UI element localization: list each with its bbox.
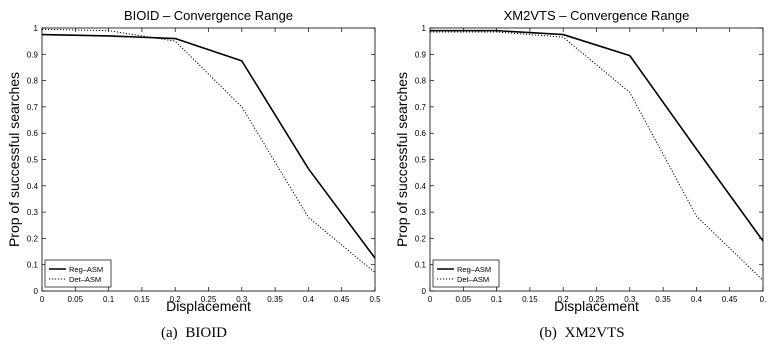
y-tick-label: 0.8 [27, 77, 39, 86]
chart-panel-bioid: BIOID – Convergence Range 0 0.05 0.1 0.15 0.2… [0, 8, 388, 342]
legend-label: Det–ASM [457, 275, 489, 284]
x-tick-label: 0.05 [68, 295, 84, 304]
chart-title: BIOID – Convergence Range [124, 8, 293, 23]
series-line-det-asm [41, 28, 376, 273]
y-tick-label: 0 [422, 287, 427, 296]
y-axis-label: Prop of successful searches [394, 72, 410, 247]
y-tick-label: 0.9 [27, 50, 39, 59]
y-tick-label: 0.1 [27, 261, 39, 270]
x-tick-label: 0.5 [369, 295, 381, 304]
plot-frame [41, 27, 376, 292]
caption-name: XM2VTS [564, 325, 625, 341]
x-tick-label: 0.35 [267, 295, 283, 304]
legend-box [432, 259, 500, 288]
x-tick-label: 0.25 [589, 295, 605, 304]
y-tick-label: 1 [422, 24, 427, 33]
x-tick-label: 0.4 [303, 295, 315, 304]
caption-name: BIOID [185, 325, 228, 341]
x-tick-label: 0.15 [134, 295, 150, 304]
y-tick-label: 0.6 [415, 129, 427, 138]
y-tick-label: 0.3 [415, 208, 427, 217]
y-tick-label: 0.2 [27, 234, 39, 243]
x-tick-label: 0.4 [691, 295, 703, 304]
plot-frame [429, 27, 764, 292]
y-tick-label: 0.4 [415, 182, 427, 191]
legend-box [44, 259, 112, 288]
y-tick-label: 0.3 [27, 208, 39, 217]
x-tick-label: 0 [40, 295, 45, 304]
chart-panel-xm2vts: XM2VTS – Convergence Range 0 0.05 0.1 0.15 0.… [388, 0, 776, 358]
series-line-reg-asm [41, 33, 376, 259]
x-tick-label: 0.25 [201, 295, 217, 304]
legend-label: Reg–ASM [69, 265, 103, 274]
caption-xm2vts: (b) XM2VTS [388, 325, 776, 342]
y-tick-label: 0.5 [415, 156, 427, 165]
chart-bioid: BIOID – Convergence Range 0 0.05 0.1 0.15 0.2… [6, 8, 381, 314]
x-tick-label: 0. [760, 295, 767, 304]
y-tick-label: 0.4 [27, 182, 39, 191]
y-tick-label: 1 [34, 24, 39, 33]
y-tick-label: 0.2 [415, 234, 427, 243]
chart-title: XM2VTS – Convergence Range [504, 8, 690, 23]
y-tick-label: 0.8 [415, 77, 427, 86]
x-tick-label: 0.35 [655, 295, 671, 304]
y-tick-label: 0.5 [27, 156, 39, 165]
x-tick-label: 0.1 [103, 295, 115, 304]
series-line-det-asm [430, 31, 764, 281]
y-tick-label: 0.7 [27, 103, 39, 112]
caption-label: (b) [539, 325, 557, 341]
y-tick-label: 0.7 [415, 103, 427, 112]
caption-bioid: (a) BIOID [0, 325, 388, 342]
x-axis-label: Displacement [554, 298, 639, 314]
y-tick-label: 0 [34, 287, 39, 296]
x-tick-label: 0.15 [522, 295, 538, 304]
x-tick-label: 0.3 [236, 295, 248, 304]
legend-label: Det–ASM [69, 275, 101, 284]
x-tick-label: 0.45 [334, 295, 350, 304]
x-tick-label: 0 [428, 295, 433, 304]
x-axis-label: Displacement [166, 298, 251, 314]
x-tick-label: 0.45 [722, 295, 738, 304]
y-tick-label: 0.9 [415, 50, 427, 59]
x-tick-label: 0.2 [170, 295, 182, 304]
x-tick-label: 0.05 [456, 295, 472, 304]
x-tick-label: 0.2 [558, 295, 570, 304]
x-tick-label: 0.3 [624, 295, 636, 304]
caption-label: (a) [160, 325, 178, 341]
y-tick-label: 0.1 [415, 261, 427, 270]
y-tick-label: 0.6 [27, 129, 39, 138]
legend-label: Reg–ASM [457, 265, 491, 274]
series-line-reg-asm [430, 29, 764, 242]
x-tick-label: 0.1 [491, 295, 503, 304]
y-axis-label: Prop of successful searches [6, 72, 22, 247]
